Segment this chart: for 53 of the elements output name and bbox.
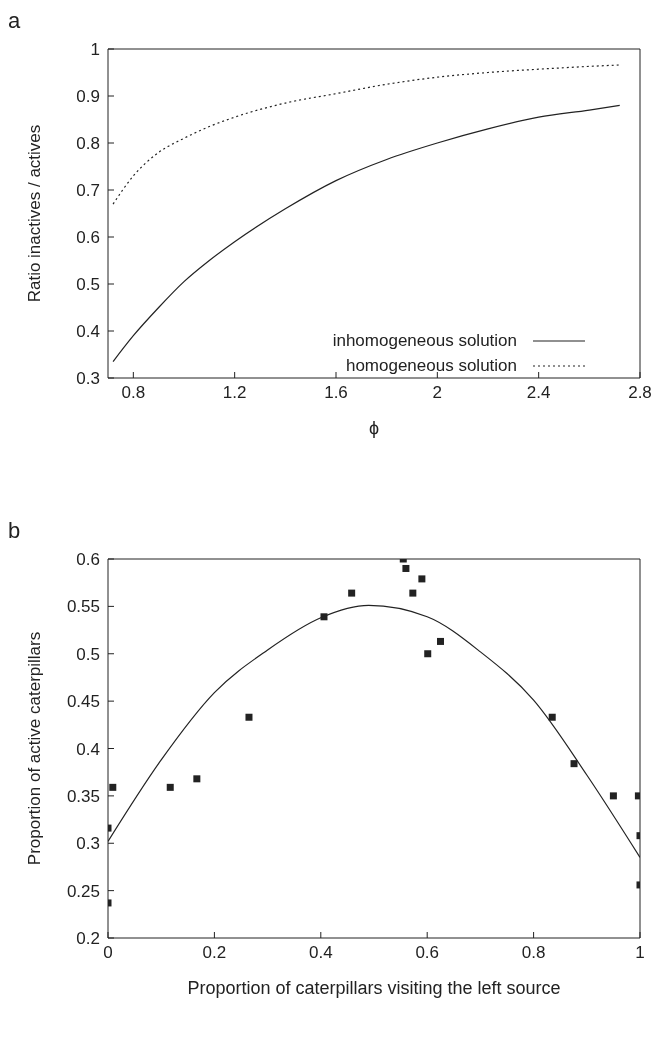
legend-label: homogeneous solution <box>345 355 517 376</box>
x-tick-label: 2 <box>432 383 443 403</box>
point <box>548 713 556 721</box>
point <box>418 575 426 583</box>
y-tick-label: 0.35 <box>66 786 100 806</box>
y-tick-label: 0.5 <box>76 275 100 295</box>
x-tick-label: 0 <box>103 943 113 963</box>
y-tick-label: 0.8 <box>76 134 100 154</box>
legend-label: inhomogeneous solution <box>332 330 517 351</box>
y-tick-label: 0.6 <box>76 550 100 570</box>
y-tick-label: 0.9 <box>76 87 100 107</box>
y-axis-title: Ratio inactives / actives <box>25 124 45 303</box>
y-tick-label: 0.3 <box>76 834 100 854</box>
point <box>409 589 417 597</box>
x-tick-label: 0.8 <box>521 943 546 963</box>
chart-title: a <box>8 8 21 34</box>
line-series <box>112 64 621 205</box>
x-tick-label: 2.4 <box>526 383 551 403</box>
point <box>402 564 410 572</box>
y-tick-label: 0.7 <box>76 181 100 201</box>
point <box>320 613 328 621</box>
point <box>109 783 117 791</box>
y-tick-label: 1 <box>90 40 100 60</box>
point <box>437 637 444 645</box>
x-tick-label: 2.8 <box>628 383 652 403</box>
x-tick-label: 1.6 <box>324 383 348 403</box>
point <box>348 589 356 597</box>
point <box>570 760 578 768</box>
y-tick-label: 0.45 <box>66 692 100 712</box>
x-tick-label: 0.4 <box>308 943 333 963</box>
x-tick-label: 1.2 <box>222 383 247 403</box>
y-tick-label: 0.25 <box>66 881 100 901</box>
x-axis-title: ϕ <box>368 418 380 438</box>
y-tick-label: 0.6 <box>76 228 100 248</box>
point <box>245 713 253 721</box>
y-tick-label: 0.5 <box>76 644 100 664</box>
y-tick-label: 0.55 <box>66 597 100 617</box>
point <box>634 792 640 800</box>
point <box>609 792 617 800</box>
y-tick-label: 0.2 <box>76 929 100 949</box>
y-tick-label: 0.4 <box>76 322 100 342</box>
x-tick-label: 1 <box>635 943 645 963</box>
y-tick-label: 0.4 <box>76 739 100 759</box>
x-tick-label: 0.6 <box>415 943 440 963</box>
x-tick-label: 0.2 <box>202 943 227 963</box>
x-tick-label: 0.8 <box>121 383 146 403</box>
point <box>166 783 174 791</box>
point <box>193 775 201 783</box>
chart-title: b <box>8 518 21 544</box>
y-tick-label: 0.3 <box>76 369 100 389</box>
x-axis-title: Proportion of caterpillars visiting the left source <box>187 978 561 998</box>
point <box>424 650 432 658</box>
y-axis-title: Proportion of active caterpillars <box>25 631 45 866</box>
